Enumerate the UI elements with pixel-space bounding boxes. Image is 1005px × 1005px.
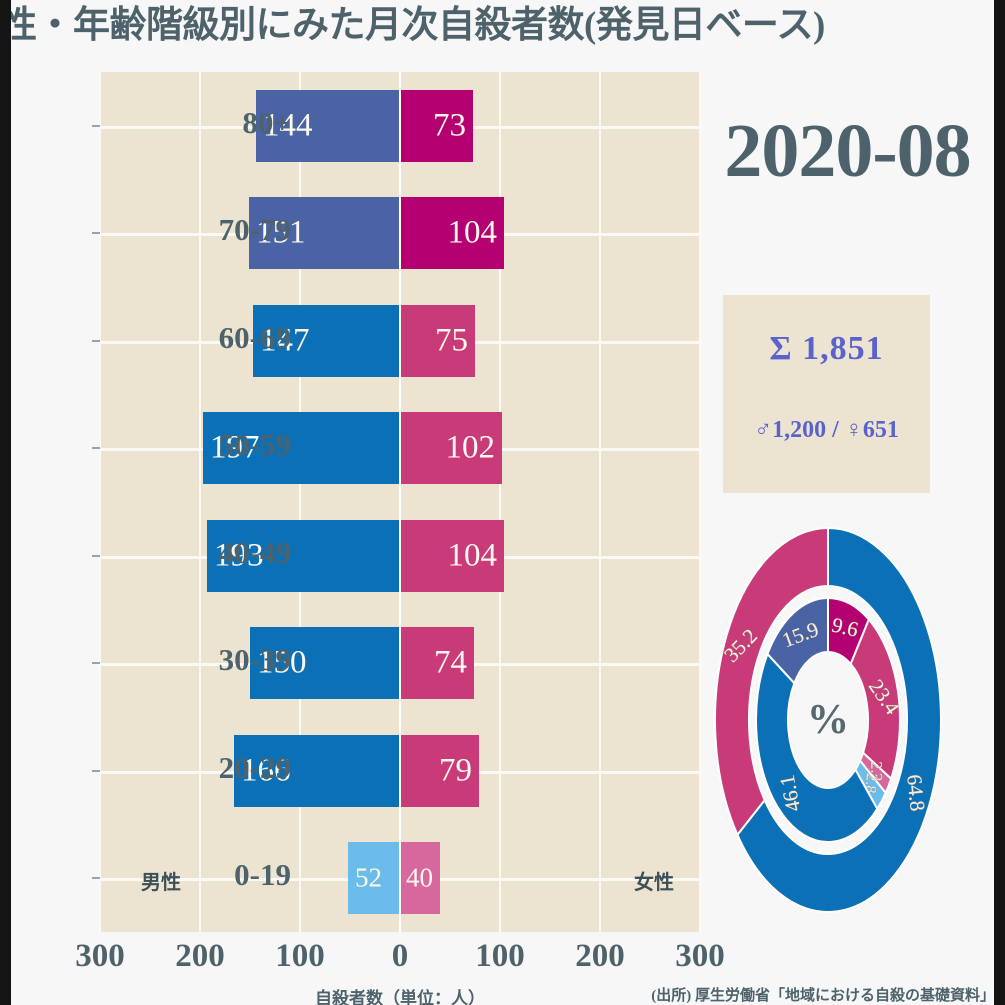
- y-tick-mark: [92, 877, 100, 880]
- bar-value-female: 73: [433, 107, 466, 144]
- y-tick-mark: [92, 769, 100, 772]
- y-tick-label: 30-39: [218, 642, 291, 678]
- y-tick-mark: [92, 662, 100, 665]
- source-note: (出所) 厚生労働省「地域における自殺の基礎資料」: [651, 988, 995, 1004]
- y-tick-label: 0-19: [234, 857, 291, 893]
- x-tick-label: 0: [391, 938, 409, 974]
- page-title: 性・年齢階級別にみた月次自殺者数(発見日ベース): [0, 5, 825, 46]
- bar-value-female: 79: [439, 752, 472, 789]
- y-tick-label: 70-79: [218, 212, 291, 248]
- donut-chart: 64.8 35.2 9.6 23.4 2.2 2.8 46.1 15.9 %: [713, 525, 943, 915]
- zero-axis-line: [399, 72, 401, 932]
- y-tick-mark: [92, 447, 100, 450]
- x-gridline: [699, 72, 701, 932]
- bar-female: 75: [400, 304, 475, 377]
- x-tick-label: 100: [275, 938, 325, 974]
- x-tick-label: 200: [175, 938, 225, 974]
- x-gridline: [499, 72, 501, 932]
- x-gridline: [199, 72, 201, 932]
- bar-female: 79: [400, 734, 479, 807]
- x-gridline: [599, 72, 601, 932]
- summary-stat-box: Σ 1,851 ♂1,200 / ♀651: [723, 295, 930, 493]
- x-tick-label: 100: [475, 938, 525, 974]
- bar-value-male: 193: [214, 537, 264, 574]
- x-tick-label: 200: [575, 938, 625, 974]
- bar-value-male: 197: [210, 429, 260, 466]
- donut-outer-label-male-total: 64.8: [902, 773, 930, 812]
- donut-outer-segment-male-total: [736, 526, 942, 913]
- plot-area: 144 73 151 104 147 75 197 102 193 104 150 74 166 79 52…: [99, 72, 701, 932]
- bar-female: 73: [400, 89, 473, 162]
- donut-svg: 64.835.2 9.623.42.22.846.115.9: [714, 526, 942, 913]
- bar-male: 144: [256, 89, 400, 162]
- bar-value-male: 150: [257, 644, 307, 681]
- bar-male: 150: [250, 627, 400, 700]
- bar-row: 144 73: [100, 89, 700, 162]
- bar-value-female: 104: [447, 537, 498, 574]
- donut-inner-label-female-elderly: 9.6: [830, 613, 861, 642]
- x-tick-label: 300: [675, 938, 725, 974]
- female-side-label: 女性: [634, 872, 674, 894]
- y-tick-mark: [92, 339, 100, 342]
- bar-value-male: 166: [241, 752, 291, 789]
- x-tick-label: 300: [75, 938, 125, 974]
- bar-row: 197 102: [100, 412, 700, 485]
- y-tick-label: 60-69: [218, 319, 291, 355]
- bar-female: 102: [400, 412, 502, 485]
- bar-value-female: 40: [406, 862, 433, 893]
- bar-female: 104: [400, 519, 504, 592]
- y-tick-mark: [92, 554, 100, 557]
- bar-male: 166: [234, 734, 400, 807]
- bar-value-female: 104: [447, 214, 498, 251]
- y-tick-label: 50-59: [218, 427, 291, 463]
- y-tick-mark: [92, 124, 100, 127]
- bar-male: 197: [203, 412, 400, 485]
- bar-value-female: 75: [435, 322, 468, 359]
- male-side-label: 男性: [141, 872, 181, 894]
- bar-female: 104: [400, 197, 504, 270]
- bar-value-male: 147: [260, 322, 310, 359]
- bar-value-female: 74: [434, 644, 467, 681]
- donut-inner-segment-male-adult: [755, 652, 879, 843]
- donut-outer-segment-female-total: [714, 526, 829, 837]
- bar-row: 151 104: [100, 197, 700, 270]
- donut-inner-segment-female-adult: [849, 617, 901, 781]
- bar-row: 193 104: [100, 519, 700, 592]
- bar-value-female: 102: [445, 429, 496, 466]
- y-tick-mark: [92, 232, 100, 235]
- bar-male: 193: [207, 519, 400, 592]
- x-gridline: [99, 72, 101, 932]
- bar-value-male: 52: [355, 862, 382, 893]
- bar-row: 52 40: [100, 842, 700, 915]
- bar-value-male: 144: [263, 107, 313, 144]
- bar-male: 52: [348, 842, 400, 915]
- bar-female: 74: [400, 627, 474, 700]
- right-frame-bar: [994, 0, 1005, 1005]
- y-tick-label: 20-29: [218, 749, 291, 785]
- bar-row: 150 74: [100, 627, 700, 700]
- x-axis-title: 自殺者数（単位：人）: [315, 989, 485, 1005]
- bar-male: 151: [249, 197, 400, 270]
- left-frame-bar: [0, 0, 11, 1005]
- bar-value-male: 151: [256, 214, 306, 251]
- total-count: Σ 1,851: [769, 330, 884, 367]
- x-gridline: [299, 72, 301, 932]
- bar-row: 147 75: [100, 304, 700, 377]
- sex-split-count: ♂1,200 / ♀651: [754, 417, 899, 443]
- y-tick-label: 80+: [242, 104, 291, 140]
- date-label: 2020-08: [724, 109, 971, 193]
- bar-row: 166 79: [100, 734, 700, 807]
- donut-inner-segment-male-elderly: [766, 596, 829, 686]
- bar-male: 147: [253, 304, 400, 377]
- bar-female: 40: [400, 842, 440, 915]
- y-tick-label: 40-49: [218, 534, 291, 570]
